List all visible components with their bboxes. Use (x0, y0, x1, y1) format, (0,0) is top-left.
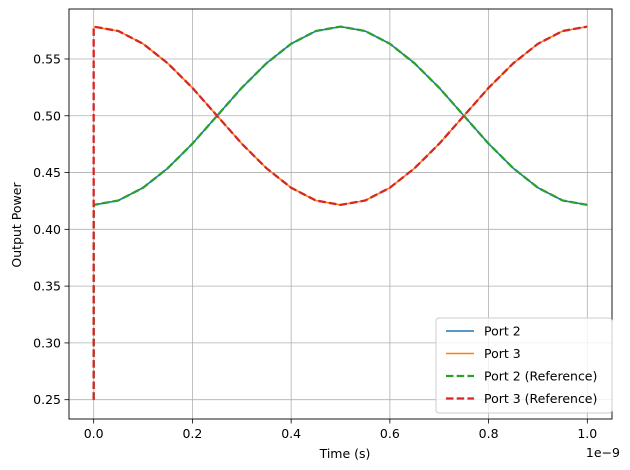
x-tick-label: 0.4 (281, 426, 301, 441)
legend-box (435, 317, 613, 414)
y-tick-label: 0.30 (33, 335, 61, 350)
y-tick-label: 0.40 (33, 222, 61, 237)
x-tick-label: 0.6 (380, 426, 400, 441)
y-axis-label: Output Power (9, 182, 24, 268)
legend: Port 2 Port 3 Port 2 (Reference) Port 3 (Re… (435, 317, 613, 414)
y-tick-label: 0.25 (33, 392, 61, 407)
y-tick-label: 0.45 (33, 165, 61, 180)
grid (69, 9, 612, 419)
x-tick-label: 0.2 (182, 426, 202, 441)
y-tick-label: 0.55 (33, 51, 61, 66)
y-axis-ticks: 0.25 0.30 0.35 0.40 0.45 0.50 0.55 (33, 51, 69, 407)
legend-label: Port 2 (Reference) (484, 369, 597, 384)
x-axis-offset-label: 1e−9 (586, 445, 620, 460)
legend-label: Port 3 (Reference) (484, 391, 597, 406)
x-axis-label: Time (s) (319, 446, 371, 461)
x-tick-label: 0.0 (84, 426, 104, 441)
x-tick-label: 0.8 (479, 426, 499, 441)
plot-frame (68, 8, 613, 420)
legend-label: Port 3 (484, 346, 521, 361)
plot-series (92, 25, 588, 400)
series-line-3 (92, 25, 588, 400)
x-tick-label: 1.0 (577, 426, 597, 441)
x-axis-ticks: 0.0 0.2 0.4 0.6 0.8 1.0 (84, 419, 597, 441)
y-tick-label: 0.50 (33, 108, 61, 123)
y-tick-label: 0.35 (33, 279, 61, 294)
series-line-4 (92, 25, 588, 400)
legend-label: Port 2 (484, 324, 521, 339)
